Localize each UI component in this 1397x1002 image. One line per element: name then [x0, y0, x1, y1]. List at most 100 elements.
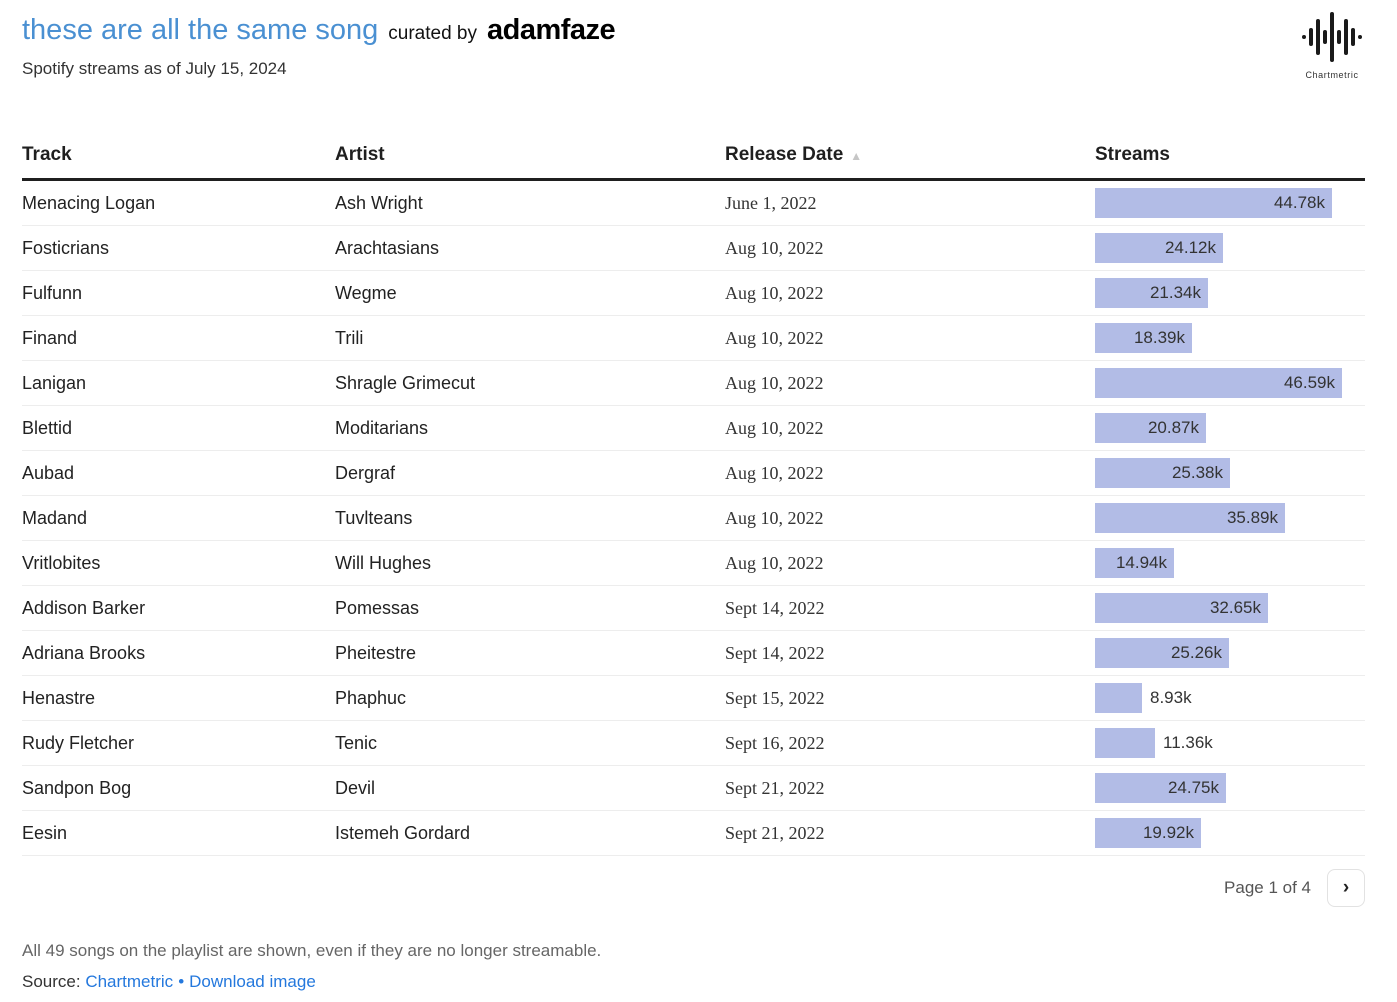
stream-value-label: 19.92k — [1142, 823, 1194, 842]
table-row: Fulfunn Wegme Aug 10, 2022 21.34k — [22, 271, 1365, 316]
streams-cell: 25.26k — [1095, 638, 1365, 668]
page-footer: All 49 songs on the playlist are shown, … — [22, 941, 601, 992]
stream-bar — [1095, 683, 1142, 713]
page-title: these are all the same song — [22, 14, 379, 46]
curated-by-label: curated by — [388, 23, 478, 44]
release-date-cell: Aug 10, 2022 — [725, 327, 824, 348]
artist-cell: Istemeh Gordard — [335, 822, 471, 843]
table-row: Vritlobites Will Hughes Aug 10, 2022 14.… — [22, 541, 1365, 586]
release-date-cell: Aug 10, 2022 — [725, 237, 824, 258]
artist-cell: Devil — [335, 777, 376, 798]
table-row: Menacing Logan Ash Wright June 1, 2022 4… — [22, 181, 1365, 226]
table-row: Addison Barker Pomessas Sept 14, 2022 32… — [22, 586, 1365, 631]
stream-bar: 24.12k — [1095, 233, 1223, 263]
artist-cell: Tuvlteans — [335, 507, 413, 528]
artist-cell: Wegme — [335, 282, 397, 303]
track-cell: Henastre — [22, 687, 96, 708]
track-cell: Eesin — [22, 822, 68, 843]
title-line: these are all the same song curated by a… — [22, 14, 616, 47]
page-header: these are all the same song curated by a… — [22, 14, 616, 79]
stream-value-label: 24.12k — [1164, 238, 1216, 257]
column-header-artist[interactable]: Artist — [335, 144, 385, 165]
table-row: Lanigan Shragle Grimecut Aug 10, 2022 46… — [22, 361, 1365, 406]
column-header-streams[interactable]: Streams — [1095, 144, 1170, 165]
source-link[interactable]: Chartmetric — [85, 972, 174, 991]
stream-bar: 25.26k — [1095, 638, 1229, 668]
track-cell: Aubad — [22, 462, 75, 483]
streams-cell: 14.94k — [1095, 548, 1365, 578]
stream-bar: 44.78k — [1095, 188, 1332, 218]
stream-value-label: 46.59k — [1283, 373, 1335, 392]
column-header-release-date[interactable]: Release Date ▲ — [725, 144, 1095, 166]
artist-cell: Dergraf — [335, 462, 396, 483]
pagination: Page 1 of 4 › — [1224, 869, 1365, 907]
table-row: Eesin Istemeh Gordard Sept 21, 2022 19.9… — [22, 811, 1365, 856]
release-date-cell: Aug 10, 2022 — [725, 417, 824, 438]
table-row: Henastre Phaphuc Sept 15, 2022 8.93k — [22, 676, 1365, 721]
streams-cell: 8.93k — [1095, 683, 1365, 713]
track-cell: Finand — [22, 327, 78, 348]
track-cell: Blettid — [22, 417, 73, 438]
chartmetric-logo-text: Chartmetric — [1305, 70, 1359, 80]
footer-note: All 49 songs on the playlist are shown, … — [22, 941, 602, 960]
table-row: Adriana Brooks Pheitestre Sept 14, 2022 … — [22, 631, 1365, 676]
stream-value-label: 44.78k — [1273, 193, 1325, 212]
track-cell: Adriana Brooks — [22, 642, 146, 663]
release-date-cell: Aug 10, 2022 — [725, 552, 824, 573]
release-date-cell: Sept 21, 2022 — [725, 777, 825, 798]
column-header-track[interactable]: Track — [22, 144, 72, 165]
artist-cell: Phaphuc — [335, 687, 407, 708]
streams-cell: 11.36k — [1095, 728, 1365, 758]
artist-cell: Shragle Grimecut — [335, 372, 476, 393]
stream-value-label: 8.93k — [1150, 688, 1192, 707]
artist-cell: Pheitestre — [335, 642, 417, 663]
chevron-right-icon: › — [1342, 877, 1350, 898]
dot-separator: • — [178, 972, 185, 991]
table-row: Aubad Dergraf Aug 10, 2022 25.38k — [22, 451, 1365, 496]
artist-cell: Pomessas — [335, 597, 420, 618]
curator-name: adamfaze — [487, 14, 616, 46]
track-cell: Rudy Fletcher — [22, 732, 135, 753]
stream-bar: 25.38k — [1095, 458, 1230, 488]
stream-value-label: 14.94k — [1115, 553, 1167, 572]
track-cell: Vritlobites — [22, 552, 101, 573]
track-cell: Sandpon Bog — [22, 777, 132, 798]
table-row: Fosticrians Arachtasians Aug 10, 2022 24… — [22, 226, 1365, 271]
stream-bar: 24.75k — [1095, 773, 1226, 803]
soundwave-icon — [1293, 8, 1371, 66]
table-row: Madand Tuvlteans Aug 10, 2022 35.89k — [22, 496, 1365, 541]
stream-value-label: 11.36k — [1163, 733, 1213, 752]
release-date-cell: June 1, 2022 — [725, 192, 817, 213]
streams-cell: 24.12k — [1095, 233, 1365, 263]
streams-cell: 24.75k — [1095, 773, 1365, 803]
track-cell: Addison Barker — [22, 597, 146, 618]
stream-bar — [1095, 728, 1155, 758]
streams-cell: 35.89k — [1095, 503, 1365, 533]
stream-bar: 21.34k — [1095, 278, 1208, 308]
streams-cell: 46.59k — [1095, 368, 1365, 398]
next-page-button[interactable]: › — [1327, 869, 1365, 907]
release-date-cell: Sept 21, 2022 — [725, 822, 825, 843]
table-row: Sandpon Bog Devil Sept 21, 2022 24.75k — [22, 766, 1365, 811]
page-subtitle: Spotify streams as of July 15, 2024 — [22, 59, 287, 78]
track-cell: Fosticrians — [22, 237, 110, 258]
stream-value-label: 35.89k — [1226, 508, 1278, 527]
artist-cell: Trili — [335, 327, 364, 348]
source-label: Source: — [22, 972, 81, 991]
streams-cell: 44.78k — [1095, 188, 1365, 218]
download-image-link[interactable]: Download image — [189, 972, 316, 991]
release-date-cell: Aug 10, 2022 — [725, 507, 824, 528]
stream-bar: 14.94k — [1095, 548, 1174, 578]
stream-value-label: 21.34k — [1149, 283, 1201, 302]
stream-bar: 19.92k — [1095, 818, 1201, 848]
stream-bar: 46.59k — [1095, 368, 1342, 398]
stream-bar: 20.87k — [1095, 413, 1206, 443]
table-row: Blettid Moditarians Aug 10, 2022 20.87k — [22, 406, 1365, 451]
release-date-cell: Sept 15, 2022 — [725, 687, 825, 708]
stream-bar: 32.65k — [1095, 593, 1268, 623]
track-cell: Madand — [22, 507, 88, 528]
streams-cell: 25.38k — [1095, 458, 1365, 488]
release-date-cell: Sept 16, 2022 — [725, 732, 825, 753]
table-header-row: Track Artist Release Date ▲ Streams — [22, 132, 1365, 181]
artist-cell: Moditarians — [335, 417, 429, 438]
